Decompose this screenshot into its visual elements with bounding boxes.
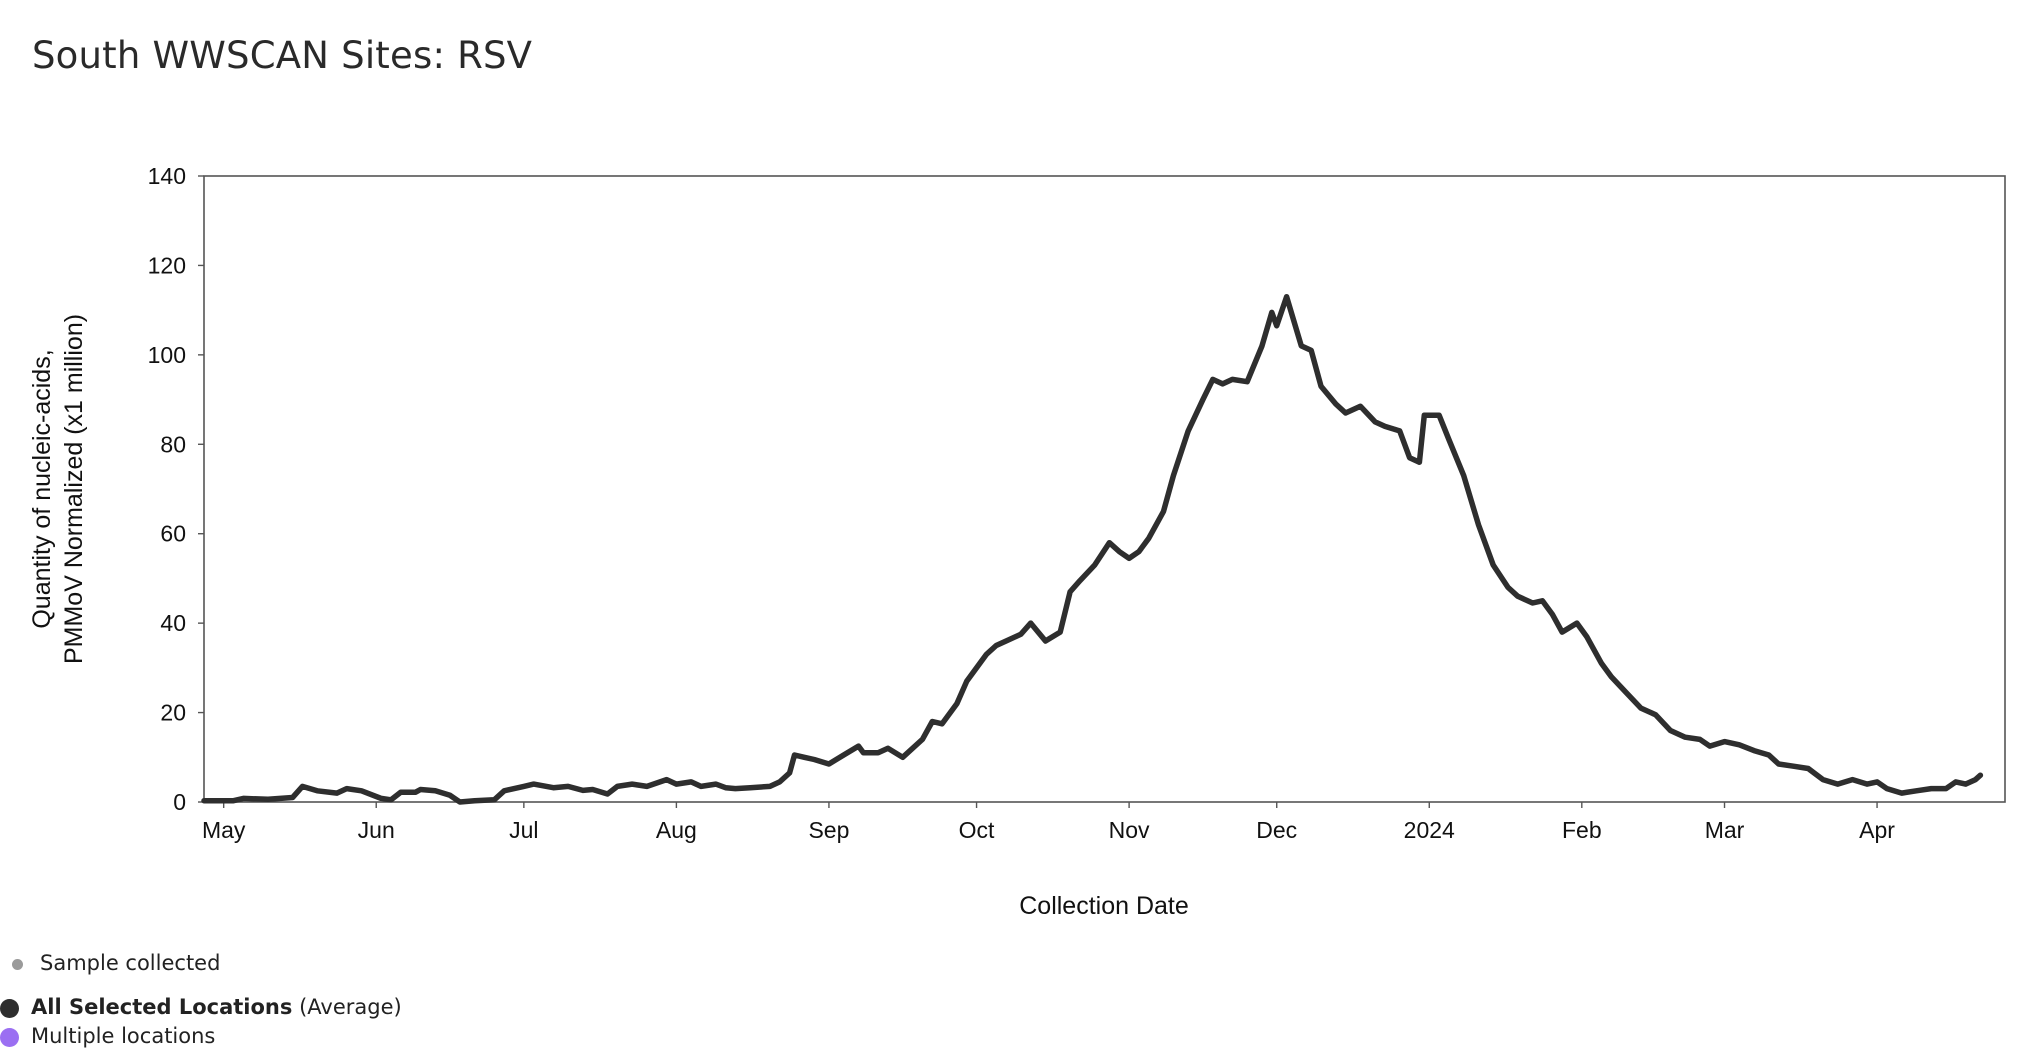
y-tick-label: 40 bbox=[160, 610, 186, 636]
legend-sample-label: Sample collected bbox=[40, 951, 221, 975]
multiple-locations-dot-icon bbox=[0, 1027, 19, 1047]
x-tick-label: Jun bbox=[358, 817, 395, 843]
y-tick-label: 120 bbox=[148, 252, 186, 278]
legend-all-selected-locations[interactable]: All Selected Locations (Average) bbox=[0, 995, 402, 1019]
x-axis-label: Collection Date bbox=[1019, 892, 1189, 920]
x-tick-label: Aug bbox=[656, 817, 697, 843]
y-tick-label: 60 bbox=[160, 521, 186, 547]
x-tick-label: Dec bbox=[1256, 817, 1297, 843]
y-axis-label-line-2: PMMoV Normalized (x1 million) bbox=[60, 314, 88, 664]
y-axis: 0 20 40 60 80 100 120 140 bbox=[148, 163, 204, 815]
x-tick-label: Mar bbox=[1705, 817, 1745, 843]
x-tick-label: Nov bbox=[1109, 817, 1150, 843]
average-dot-icon bbox=[0, 998, 19, 1018]
x-tick-label: Oct bbox=[959, 817, 995, 843]
x-tick-label: Sep bbox=[808, 817, 849, 843]
y-tick-label: 140 bbox=[148, 163, 186, 189]
x-axis: May Jun Jul Aug Sep Oct Nov Dec 2024 Feb Mar Apr bbox=[202, 802, 1895, 843]
chart-title: South WWSCAN Sites: RSV bbox=[32, 34, 533, 77]
x-tick-label: Feb bbox=[1562, 817, 1602, 843]
y-axis-label-line-1: Quantity of nucleic-acids, bbox=[28, 349, 56, 628]
legend-multi-label: Multiple locations bbox=[31, 1024, 216, 1048]
plot-frame bbox=[203, 175, 2006, 803]
x-tick-label: Jul bbox=[509, 817, 538, 843]
legend-multiple-locations[interactable]: Multiple locations bbox=[0, 1024, 215, 1048]
sample-dot-icon bbox=[12, 958, 23, 970]
x-tick-label: Apr bbox=[1859, 817, 1895, 843]
x-tick-label: 2024 bbox=[1404, 817, 1455, 843]
y-tick-label: 80 bbox=[160, 431, 186, 457]
y-tick-label: 100 bbox=[148, 342, 186, 368]
legend-sample-collected[interactable]: Sample collected bbox=[12, 951, 220, 975]
legend-all-suffix: (Average) bbox=[299, 995, 402, 1019]
y-axis-label: Quantity of nucleic-acids, PMMoV Normali… bbox=[28, 314, 88, 664]
series-layer bbox=[201, 293, 1984, 805]
x-tick-label: May bbox=[202, 817, 246, 843]
y-tick-label: 0 bbox=[173, 789, 186, 815]
y-tick-label: 20 bbox=[160, 700, 186, 726]
series-line-all-selected-locations[interactable] bbox=[201, 293, 1984, 805]
legend-all-label: All Selected Locations bbox=[31, 995, 293, 1019]
